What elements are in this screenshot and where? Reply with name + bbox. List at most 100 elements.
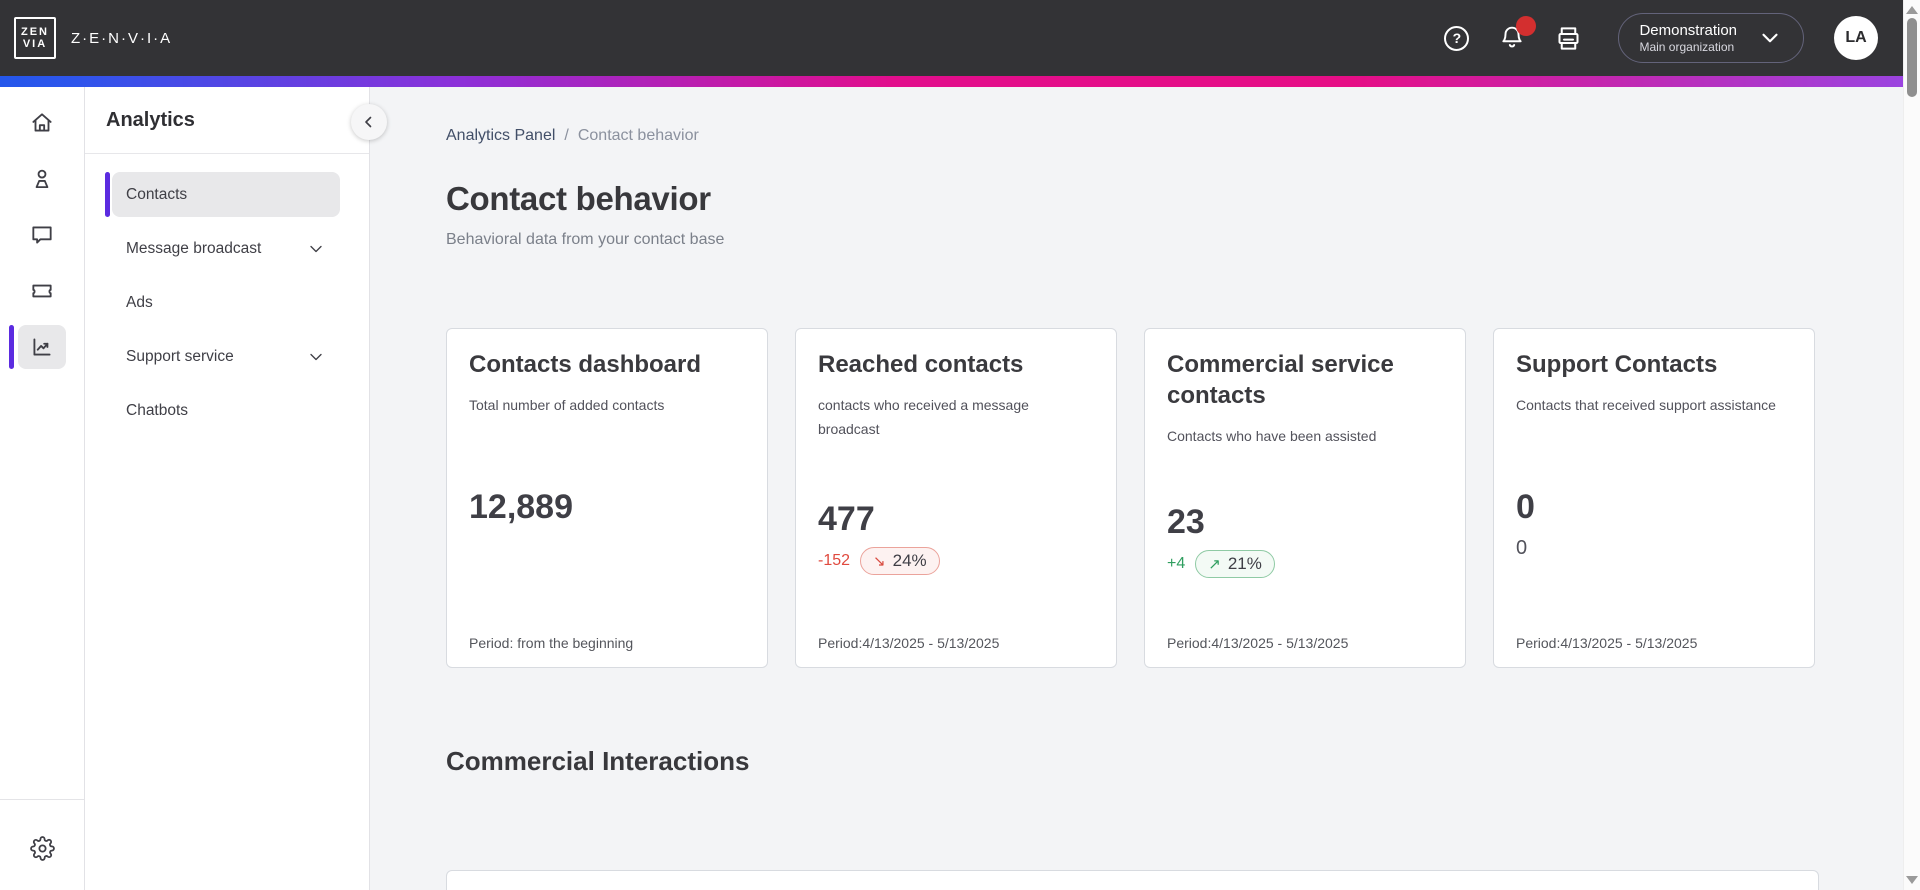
card-period: Period:4/13/2025 - 5/13/2025 <box>1516 635 1698 651</box>
organization-name: Demonstration <box>1639 22 1737 39</box>
rail-item-conversations[interactable] <box>18 213 66 257</box>
delta-value: -152 <box>818 551 851 569</box>
breadcrumb-current: Contact behavior <box>577 127 699 144</box>
chat-bubble-icon <box>32 226 52 244</box>
person-icon <box>35 169 49 189</box>
zenvia-logo[interactable]: ZEN VIA Z·E·N·V·I·A <box>14 17 172 59</box>
card-period: Period:4/13/2025 - 5/13/2025 <box>818 635 1000 651</box>
sidebar-item-ads[interactable]: Ads <box>112 280 340 325</box>
bell-icon <box>1502 26 1523 48</box>
sidebar-item-contacts[interactable]: Contacts <box>105 172 340 217</box>
trend-percent: 24% <box>892 550 927 570</box>
print-button[interactable] <box>1555 25 1582 52</box>
sidebar-menu: Contacts Message broadcast Ads Support s… <box>85 154 369 433</box>
rail-item-analytics[interactable] <box>9 325 66 369</box>
trend-up-icon: ↗ <box>1208 555 1221 573</box>
card-description: contacts who received a message broadcas… <box>818 397 1029 437</box>
user-avatar[interactable]: LA <box>1834 16 1878 60</box>
card-delta-row <box>469 533 745 565</box>
card-title: Commercial service contacts <box>1167 351 1394 409</box>
secondary-value: 0 <box>1516 537 1528 559</box>
rail-item-tickets[interactable] <box>18 269 66 313</box>
stat-card-contacts-dashboard: Contacts dashboard Total number of added… <box>446 328 768 668</box>
analytics-sidebar: Analytics Contacts Message broadcast Ads <box>85 87 387 890</box>
page-scrollbar[interactable] <box>1903 0 1920 890</box>
rail-item-contacts[interactable] <box>18 157 66 201</box>
scroll-down-arrow[interactable] <box>1906 876 1918 884</box>
stat-card-reached-contacts: Reached contacts contacts who received a… <box>795 328 1117 668</box>
rail-item-settings[interactable] <box>18 826 66 870</box>
card-title: Reached contacts <box>818 351 1024 378</box>
brand-wordmark: Z·E·N·V·I·A <box>71 29 173 47</box>
main-content: Analytics Panel / Contact behavior Conta… <box>370 87 1903 890</box>
sidebar-item-label: Ads <box>126 293 153 311</box>
card-delta-row: -152 ↘ 24% <box>818 545 1094 577</box>
gear-icon <box>29 835 55 861</box>
rail-item-home[interactable] <box>18 101 66 145</box>
collapse-sidebar-button[interactable] <box>351 104 387 140</box>
help-button[interactable]: ? <box>1444 25 1470 51</box>
zenvia-logo-icon: ZEN VIA <box>14 17 56 59</box>
trend-badge: ↘ 24% <box>860 546 940 575</box>
card-period: Period:4/13/2025 - 5/13/2025 <box>1167 635 1349 651</box>
stat-cards-row: Contacts dashboard Total number of added… <box>446 328 1903 668</box>
card-description: Contacts who have been assisted <box>1167 428 1377 444</box>
breadcrumb: Analytics Panel / Contact behavior <box>446 125 1903 147</box>
chevron-down-icon <box>310 245 322 252</box>
sidebar-title: Analytics <box>106 108 195 131</box>
card-delta-row: +4 ↗ 21% <box>1167 548 1443 580</box>
card-title: Contacts dashboard <box>469 351 702 378</box>
card-delta-row: 0 <box>1516 533 1792 565</box>
section-title-commercial-interactions: Commercial Interactions <box>446 746 750 776</box>
logo-line-1: ZEN <box>21 26 49 38</box>
sidebar-item-support-service[interactable]: Support service <box>112 334 340 379</box>
rail-footer <box>0 799 84 890</box>
top-actions: ? Demonstration <box>1444 13 1878 63</box>
card-value: 23 <box>1167 503 1205 541</box>
sidebar-item-label: Message broadcast <box>126 239 262 257</box>
notifications-button[interactable] <box>1499 16 1537 51</box>
page-title: Contact behavior <box>446 180 711 217</box>
chevron-down-icon <box>1762 33 1778 43</box>
help-icon: ? <box>1444 25 1470 51</box>
delta-value: +4 <box>1167 555 1186 572</box>
chevron-left-icon <box>365 116 372 128</box>
organization-subtitle: Main organization <box>1639 40 1735 54</box>
top-bar: ZEN VIA Z·E·N·V·I·A ? <box>0 0 1903 76</box>
trend-percent: 21% <box>1227 554 1262 573</box>
card-description: Contacts that received support assistanc… <box>1516 397 1776 413</box>
sidebar-item-message-broadcast[interactable]: Message broadcast <box>112 226 340 271</box>
sidebar-item-label: Support service <box>126 347 234 365</box>
chevron-down-icon <box>310 353 322 360</box>
scroll-up-arrow[interactable] <box>1906 6 1918 14</box>
breadcrumb-analytics-panel[interactable]: Analytics Panel <box>446 127 556 144</box>
stat-card-support-contacts: Support Contacts Contacts that received … <box>1493 328 1815 668</box>
card-period: Period: from the beginning <box>469 635 634 651</box>
commercial-interactions-card <box>446 870 1819 890</box>
page-subtitle: Behavioral data from your contact base <box>446 231 725 248</box>
printer-icon <box>1558 26 1579 50</box>
notification-badge <box>1516 16 1537 36</box>
card-value: 477 <box>818 499 875 538</box>
line-chart-icon <box>33 338 51 356</box>
breadcrumb-separator: / <box>564 127 569 144</box>
sidebar-item-label: Chatbots <box>126 401 189 419</box>
trend-down-icon: ↘ <box>873 551 886 570</box>
organization-switcher[interactable]: Demonstration Main organization <box>1618 13 1804 63</box>
icon-rail <box>0 87 85 890</box>
card-value: 12,889 <box>469 487 573 526</box>
logo-line-2: VIA <box>22 38 48 50</box>
card-description: Total number of added contacts <box>469 397 665 413</box>
trend-badge: ↗ 21% <box>1195 550 1275 578</box>
ticket-icon <box>32 284 52 298</box>
sidebar-item-chatbots[interactable]: Chatbots <box>112 388 340 433</box>
stat-card-commercial-service-contacts: Commercial service contacts Contacts who… <box>1144 328 1466 668</box>
scrollbar-thumb[interactable] <box>1907 18 1917 97</box>
card-value: 0 <box>1516 487 1535 526</box>
card-title: Support Contacts <box>1516 351 1718 378</box>
home-icon <box>32 113 52 132</box>
accent-gradient-bar <box>0 76 1903 87</box>
sidebar-header: Analytics <box>85 87 369 154</box>
sidebar-item-label: Contacts <box>126 185 188 203</box>
